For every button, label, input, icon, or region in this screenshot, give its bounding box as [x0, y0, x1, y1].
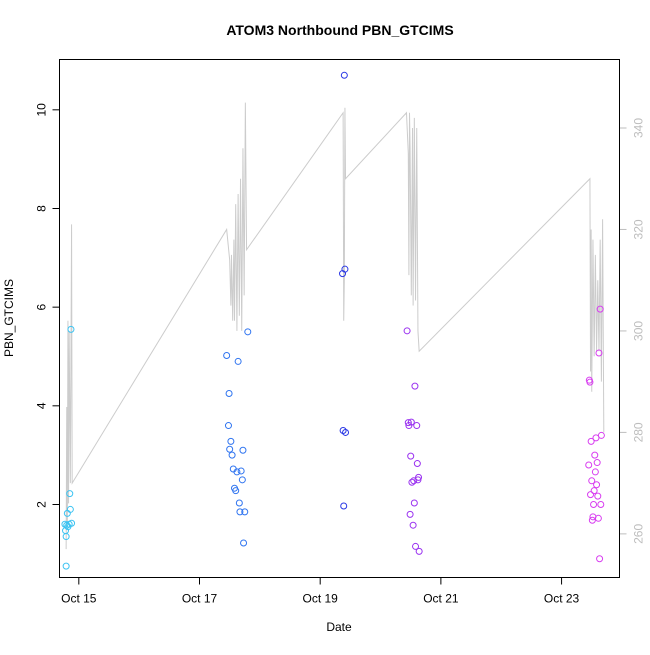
data-point [587, 491, 595, 499]
data-point [592, 434, 600, 442]
data-point [412, 542, 420, 550]
points-layer [61, 71, 605, 570]
y-axis-label: PBN_GTCIMS [2, 279, 16, 357]
data-point [597, 500, 605, 508]
data-point [233, 468, 241, 476]
data-point [407, 452, 415, 460]
data-point [235, 499, 243, 507]
data-point [405, 422, 413, 430]
data-point [415, 473, 423, 481]
data-point [66, 505, 74, 513]
series-group [403, 327, 423, 555]
data-point [226, 445, 234, 453]
data-point [593, 459, 601, 467]
right-tick-label: 340 [631, 118, 645, 138]
data-point [234, 357, 242, 365]
series-group [339, 71, 350, 510]
series-group [61, 325, 76, 570]
data-point [590, 500, 598, 508]
data-point [590, 487, 598, 495]
x-tick-label: Oct 15 [61, 592, 97, 606]
data-point [224, 422, 232, 430]
data-point [239, 446, 247, 454]
data-point [588, 477, 596, 485]
y-tick-label: 10 [35, 103, 49, 117]
data-point [411, 382, 419, 390]
data-point [586, 378, 594, 386]
data-point [237, 467, 245, 475]
data-point [413, 422, 421, 430]
right-tick-label: 300 [631, 321, 645, 341]
data-point [223, 352, 231, 359]
right-tick-label: 280 [631, 422, 645, 442]
data-point [591, 451, 599, 459]
data-point [340, 71, 348, 79]
data-point [240, 539, 248, 547]
data-point [341, 265, 349, 273]
data-point [67, 325, 75, 333]
right-tick-label: 320 [631, 219, 645, 239]
data-point [236, 508, 244, 516]
data-point [403, 327, 411, 335]
data-point [588, 516, 596, 524]
data-point [340, 502, 348, 510]
data-point [409, 521, 417, 529]
secondary-series-line [65, 102, 605, 550]
data-point [408, 478, 416, 486]
series-group [223, 328, 252, 547]
plot-frame [59, 59, 620, 578]
right-tick-label: 260 [631, 524, 645, 544]
data-point [410, 477, 418, 485]
y-tick-label: 4 [35, 402, 49, 409]
y-tick-label: 8 [35, 205, 49, 212]
x-axis-label: Date [326, 620, 352, 634]
y-tick-label: 6 [35, 303, 49, 310]
data-point [241, 508, 249, 516]
data-point [585, 461, 593, 469]
data-point [406, 510, 414, 518]
data-point [342, 428, 350, 436]
data-point [66, 490, 74, 498]
secondary-line-layer [65, 102, 605, 550]
y-tick-label: 2 [35, 501, 49, 508]
data-point [244, 328, 252, 336]
data-point [593, 481, 601, 489]
data-point [594, 492, 602, 500]
data-point [410, 499, 418, 507]
data-point [404, 419, 412, 427]
data-point [596, 305, 604, 313]
data-point [232, 487, 240, 495]
data-point [227, 437, 235, 445]
data-point [238, 476, 246, 484]
series-group [585, 305, 605, 563]
x-tick-label: Oct 17 [182, 592, 218, 606]
chart-title: ATOM3 Northbound PBN_GTCIMS [226, 22, 453, 38]
data-point [407, 418, 415, 426]
data-point [62, 562, 70, 570]
data-point [596, 555, 604, 563]
data-point [591, 468, 599, 476]
data-point [595, 349, 603, 357]
data-point [587, 437, 595, 445]
data-point [413, 460, 421, 468]
data-point [594, 514, 602, 522]
x-tick-label: Oct 21 [423, 592, 459, 606]
data-point [228, 451, 236, 459]
x-tick-label: Oct 19 [303, 592, 339, 606]
data-point [62, 533, 70, 541]
data-point [68, 519, 76, 527]
data-point [415, 547, 423, 555]
x-tick-label: Oct 23 [544, 592, 580, 606]
data-point [225, 389, 233, 397]
